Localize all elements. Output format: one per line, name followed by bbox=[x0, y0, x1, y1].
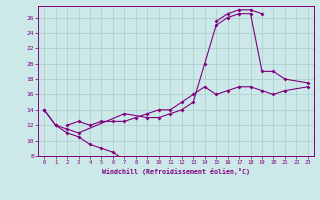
X-axis label: Windchill (Refroidissement éolien,°C): Windchill (Refroidissement éolien,°C) bbox=[102, 168, 250, 175]
